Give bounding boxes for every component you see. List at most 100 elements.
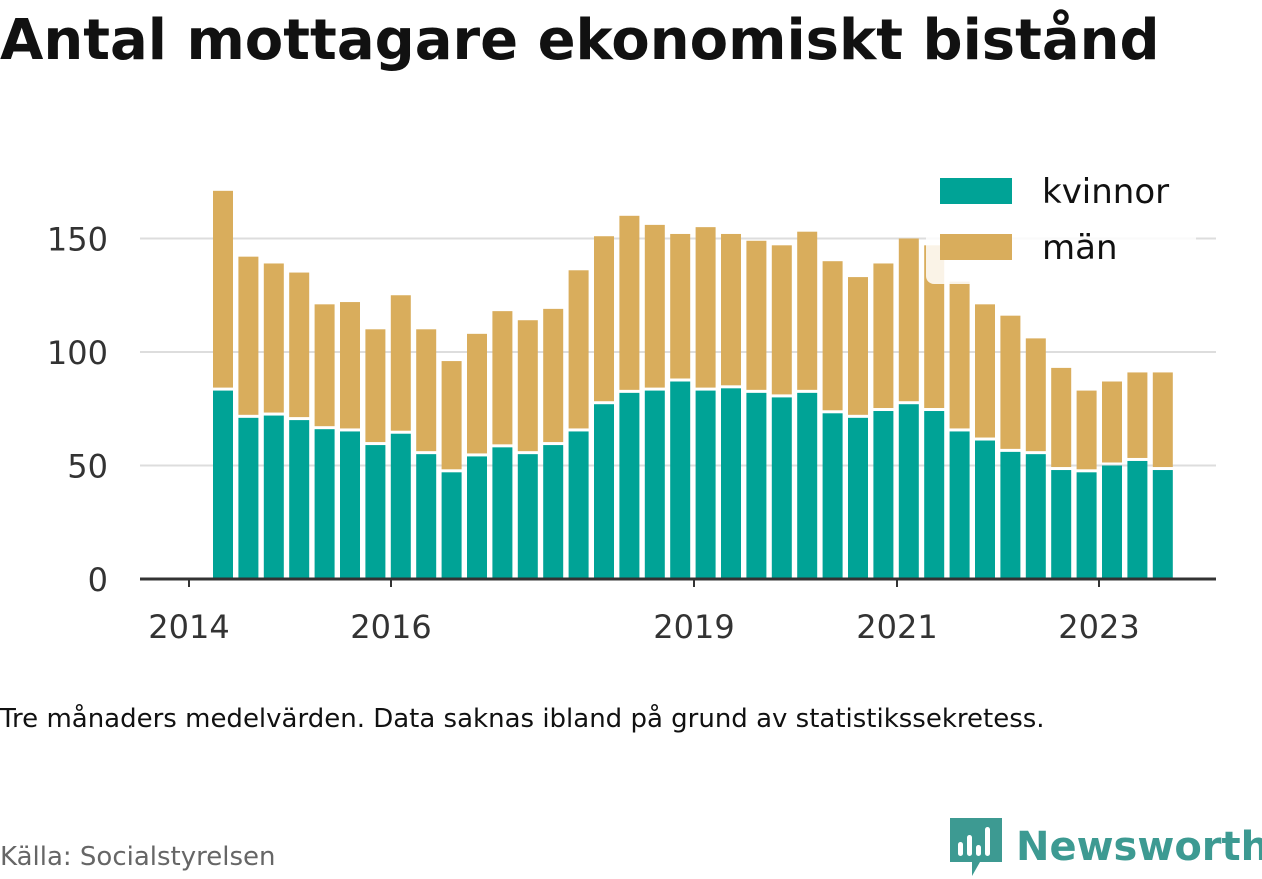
bar-man: [670, 233, 691, 379]
bar-kvinnor: [492, 447, 513, 579]
bar-man: [314, 304, 335, 427]
chart-title: Antal mottagare ekonomiskt bistånd: [0, 8, 1160, 73]
bar-man: [441, 361, 462, 470]
bar-kvinnor: [873, 411, 894, 579]
bar-kvinnor: [517, 454, 538, 579]
y-tick-label: 0: [88, 561, 108, 599]
bar-kvinnor: [1051, 470, 1072, 579]
bar-kvinnor: [1127, 460, 1148, 579]
bar-kvinnor: [771, 397, 792, 579]
legend-label: kvinnor: [1042, 172, 1169, 212]
source-label: Källa: Socialstyrelsen: [0, 842, 276, 872]
y-tick-label: 150: [47, 221, 108, 259]
bar-kvinnor: [543, 445, 564, 579]
bar-kvinnor: [340, 431, 360, 579]
x-tick-label: 2019: [653, 608, 734, 646]
bar-man: [568, 270, 589, 429]
bar-kvinnor: [390, 433, 411, 579]
bar-kvinnor: [822, 413, 843, 579]
bar-kvinnor: [1102, 465, 1122, 579]
x-tick-label: 2016: [350, 608, 431, 646]
bar-kvinnor: [848, 417, 868, 579]
bar-kvinnor: [1076, 472, 1097, 579]
bar-man: [517, 320, 538, 452]
bar-kvinnor: [924, 411, 945, 579]
y-tick-label: 100: [47, 334, 108, 372]
bar-kvinnor: [721, 388, 741, 579]
bar-kvinnor: [289, 420, 310, 579]
bar-man: [822, 261, 843, 411]
bar-man: [848, 277, 868, 415]
bar-kvinnor: [670, 381, 691, 579]
bar-kvinnor: [619, 392, 640, 579]
y-axis-labels: 0 50 100 150: [47, 221, 108, 600]
bar-man: [771, 245, 792, 395]
bar-man: [924, 245, 945, 409]
legend-label: män: [1042, 228, 1118, 268]
bar-man: [390, 295, 411, 431]
bar-man: [1025, 338, 1046, 452]
bar-kvinnor: [263, 415, 284, 579]
bar-man: [594, 236, 614, 402]
bar-man: [975, 304, 995, 438]
newsworthy-icon: [950, 818, 1002, 876]
brand-name: Newsworthy: [1016, 824, 1262, 870]
bar-kvinnor: [949, 431, 970, 579]
bar-kvinnor: [975, 440, 995, 579]
bar-kvinnor: [1152, 470, 1173, 579]
bar-man: [543, 308, 564, 443]
bar-man: [263, 263, 284, 413]
bar-kvinnor: [467, 456, 487, 579]
bar-man: [289, 272, 310, 418]
bar-man: [213, 190, 233, 388]
bar-kvinnor: [441, 472, 462, 579]
bar-kvinnor: [238, 417, 259, 579]
bar-kvinnor: [213, 390, 233, 579]
bar-man: [416, 329, 437, 452]
stacked-bar-chart: 0 50 100 150 2014 2016 2019 2021 2023 kvinnor mä…: [46, 166, 1216, 646]
bar-kvinnor: [1025, 454, 1046, 579]
x-tick-label: 2021: [856, 608, 937, 646]
bar-kvinnor: [1000, 451, 1021, 579]
chart-note: Tre månaders medelvärden. Data saknas ib…: [0, 704, 1045, 734]
bar-kvinnor: [416, 454, 437, 579]
bar-kvinnor: [644, 390, 665, 579]
bars: [213, 190, 1173, 579]
bar-kvinnor: [568, 431, 589, 579]
bar-man: [1000, 315, 1021, 449]
bar-man: [1102, 381, 1122, 463]
bar-kvinnor: [695, 390, 716, 579]
bar-kvinnor: [594, 404, 614, 579]
bar-man: [949, 281, 970, 429]
bar-kvinnor: [797, 392, 818, 579]
bar-man: [644, 224, 665, 388]
x-tick-label: 2014: [148, 608, 229, 646]
legend-swatch: [940, 178, 1012, 204]
bar-man: [365, 329, 386, 443]
bar-man: [1076, 390, 1097, 470]
bar-man: [467, 333, 487, 454]
bar-man: [1051, 367, 1072, 468]
y-tick-label: 50: [67, 448, 108, 486]
bar-man: [238, 256, 259, 415]
bar-man: [746, 240, 767, 390]
bar-kvinnor: [898, 404, 919, 579]
bar-kvinnor: [746, 392, 767, 579]
x-axis: 2014 2016 2019 2021 2023: [140, 577, 1216, 646]
legend: kvinnor män: [926, 166, 1196, 284]
bar-man: [898, 238, 919, 402]
bar-man: [1152, 372, 1173, 468]
bar-man: [340, 302, 360, 429]
bar-man: [619, 215, 640, 390]
x-tick-label: 2023: [1058, 608, 1139, 646]
legend-swatch: [940, 234, 1012, 260]
bar-man: [721, 233, 741, 386]
bar-man: [873, 263, 894, 409]
bar-man: [1127, 372, 1148, 458]
bar-man: [492, 311, 513, 445]
bar-kvinnor: [314, 429, 335, 579]
bar-man: [797, 231, 818, 390]
bar-man: [695, 227, 716, 388]
bar-kvinnor: [365, 445, 386, 579]
newsworthy-logo: Newsworthy: [950, 818, 1262, 876]
